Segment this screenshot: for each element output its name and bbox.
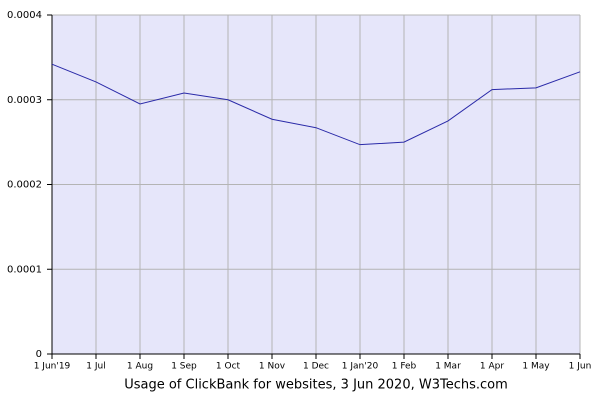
x-tick-label: 1 Apr <box>480 362 504 372</box>
x-tick-label: 1 Feb <box>392 362 417 372</box>
x-tick-label: 1 Sep <box>171 362 197 372</box>
x-tick-label: 1 Nov <box>259 362 286 372</box>
y-tick-label: 0.0001 <box>7 264 42 275</box>
data-line <box>51 63 581 146</box>
y-tick-label: 0.0004 <box>7 10 42 21</box>
x-tick-label: 1 Dec <box>303 362 329 372</box>
x-tick-label: 1 May <box>522 362 550 372</box>
y-tick-label: 0.0002 <box>7 180 42 191</box>
x-tick-label: 1 Jun <box>569 362 592 372</box>
x-tick-label: 1 Oct <box>216 362 241 372</box>
x-tick-label: 1 Jul <box>86 362 105 372</box>
x-tick-label: 1 Aug <box>127 362 153 372</box>
chart-caption: Usage of ClickBank for websites, 3 Jun 2… <box>124 378 508 393</box>
x-tick-label: 1 Jan'20 <box>342 362 379 372</box>
y-tick-label: 0 <box>36 349 42 360</box>
y-tick-label: 0.0003 <box>7 95 42 106</box>
x-tick-label: 1 Mar <box>435 362 461 372</box>
x-tick-label: 1 Jun'19 <box>34 362 71 372</box>
